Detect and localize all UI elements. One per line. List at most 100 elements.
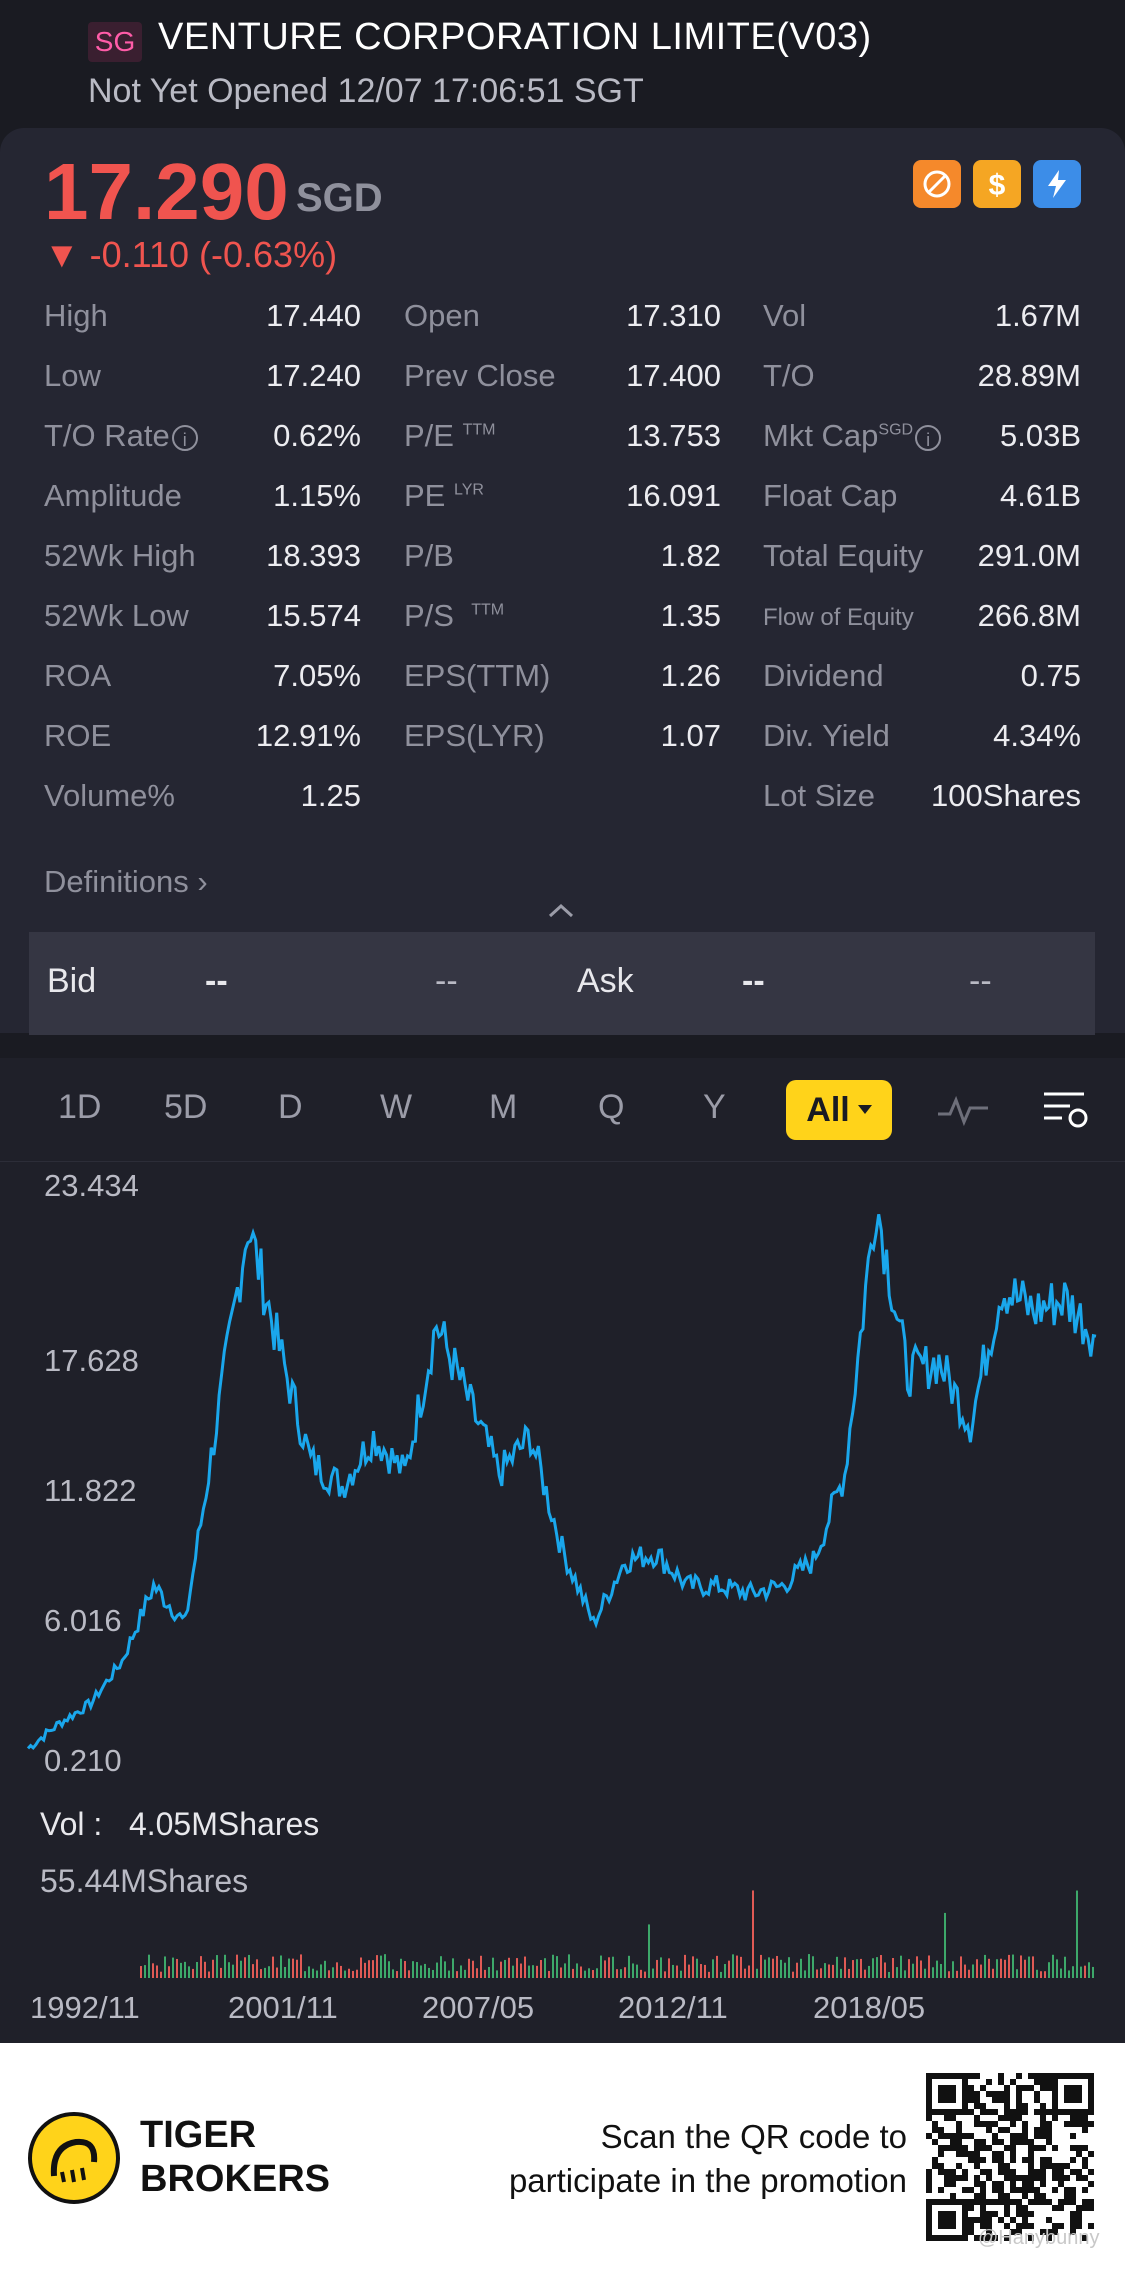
qr-module — [956, 2109, 962, 2115]
qr-module — [1040, 2157, 1046, 2163]
qr-module — [950, 2133, 956, 2139]
qr-module — [992, 2181, 998, 2187]
qr-module — [1088, 2073, 1094, 2079]
qr-module — [1064, 2073, 1070, 2079]
qr-module — [1052, 2187, 1058, 2193]
qr-module — [944, 2169, 950, 2175]
qr-module — [938, 2211, 944, 2217]
qr-code[interactable] — [924, 2071, 1096, 2243]
chart-settings-icon[interactable] — [1040, 1084, 1090, 1134]
qr-module — [950, 2181, 956, 2187]
tab-all[interactable]: All — [786, 1080, 892, 1140]
volume-bar — [668, 1958, 670, 1978]
qr-module — [1040, 2199, 1046, 2205]
info-icon[interactable]: i — [915, 424, 942, 451]
volume-bar — [796, 1962, 798, 1978]
qr-module — [1082, 2187, 1088, 2193]
tab-1d[interactable]: 1D — [58, 1088, 102, 1126]
qr-module — [1004, 2091, 1010, 2097]
qr-module — [974, 2217, 980, 2223]
price-line-chart[interactable] — [0, 1158, 1125, 1798]
brand-line: BROKERS — [140, 2158, 331, 2200]
qr-module — [938, 2169, 944, 2175]
volume-bar — [236, 1954, 238, 1978]
tab-month[interactable]: M — [489, 1088, 518, 1126]
volume-bar — [248, 1954, 250, 1978]
volume-bars[interactable] — [0, 1848, 1125, 1988]
qr-module — [1046, 2127, 1052, 2133]
no-short-sell-icon[interactable] — [913, 160, 961, 208]
indicator-icon[interactable] — [936, 1084, 990, 1134]
volume-bar — [188, 1966, 190, 1978]
info-icon[interactable]: i — [171, 424, 198, 451]
volume-bar — [272, 1956, 274, 1978]
stat-label: Amplitude — [44, 478, 182, 513]
stat-label: Total Equity — [763, 538, 924, 573]
qr-module — [980, 2139, 986, 2145]
qr-module — [1040, 2115, 1046, 2121]
qr-module — [932, 2235, 938, 2241]
volume-bar — [800, 1958, 802, 1978]
volume-bar — [500, 1961, 502, 1978]
stat-value: 16.091 — [626, 478, 721, 513]
volume-bar — [336, 1962, 338, 1978]
volume-value: 4.05MShares — [128, 1806, 320, 1842]
tab-5d[interactable]: 5D — [164, 1088, 208, 1126]
qr-module — [926, 2217, 932, 2223]
dividend-icon[interactable]: $ — [973, 160, 1021, 208]
ttm-superscript: TTM — [471, 601, 505, 619]
stat-value: 1.82 — [660, 538, 721, 573]
volume-bar — [920, 1960, 922, 1978]
volume-bar — [648, 1924, 650, 1978]
qr-module — [1004, 2175, 1010, 2181]
qr-module — [1010, 2187, 1016, 2193]
qr-module — [1040, 2109, 1046, 2115]
qr-module — [962, 2085, 968, 2091]
qr-module — [1016, 2211, 1022, 2217]
volume-bar — [676, 1965, 678, 1978]
stat-row: 52Wk High 18.393 P/B 1.82 Total Equity 2… — [0, 538, 1125, 598]
qr-module — [1070, 2223, 1076, 2229]
qr-module — [1016, 2187, 1022, 2193]
qr-module — [944, 2145, 950, 2151]
volume-bar — [1032, 1956, 1034, 1978]
volume-bar — [268, 1966, 270, 1978]
definitions-link[interactable]: Definitions › — [44, 864, 208, 900]
flash-icon[interactable] — [1033, 160, 1081, 208]
qr-module — [962, 2175, 968, 2181]
stat-value: 17.440 — [266, 298, 361, 333]
qr-module — [1010, 2157, 1016, 2163]
qr-module — [1034, 2109, 1040, 2115]
chevron-up-icon[interactable] — [546, 900, 576, 920]
y-tick-label: 0.210 — [44, 1743, 122, 1778]
volume-bar — [252, 1964, 254, 1978]
qr-module — [986, 2229, 992, 2235]
tab-quarter[interactable]: Q — [598, 1088, 625, 1126]
tab-year[interactable]: Y — [703, 1088, 726, 1126]
tab-day[interactable]: D — [278, 1088, 303, 1126]
qr-module — [1040, 2133, 1046, 2139]
qr-module — [962, 2235, 968, 2241]
qr-module — [1076, 2073, 1082, 2079]
volume-bar — [664, 1971, 666, 1978]
qr-module — [1040, 2079, 1046, 2085]
qr-module — [974, 2157, 980, 2163]
qr-module — [1082, 2109, 1088, 2115]
volume-bar — [640, 1969, 642, 1978]
qr-module — [1028, 2145, 1034, 2151]
stat-label: EPS(LYR) — [404, 718, 545, 753]
volume-bar — [892, 1958, 894, 1978]
volume-bar — [624, 1967, 626, 1978]
qr-module — [926, 2073, 932, 2079]
price-change: ▼ -0.110 (-0.63%) — [44, 234, 338, 275]
volume-bar — [392, 1969, 394, 1978]
volume-bar — [604, 1960, 606, 1978]
qr-module — [1028, 2163, 1034, 2169]
qr-module — [926, 2109, 932, 2115]
volume-bar — [732, 1954, 734, 1978]
volume-bar — [564, 1963, 566, 1978]
volume-bar — [168, 1966, 170, 1978]
tab-week[interactable]: W — [380, 1088, 413, 1126]
qr-module — [968, 2109, 974, 2115]
qr-module — [980, 2181, 986, 2187]
